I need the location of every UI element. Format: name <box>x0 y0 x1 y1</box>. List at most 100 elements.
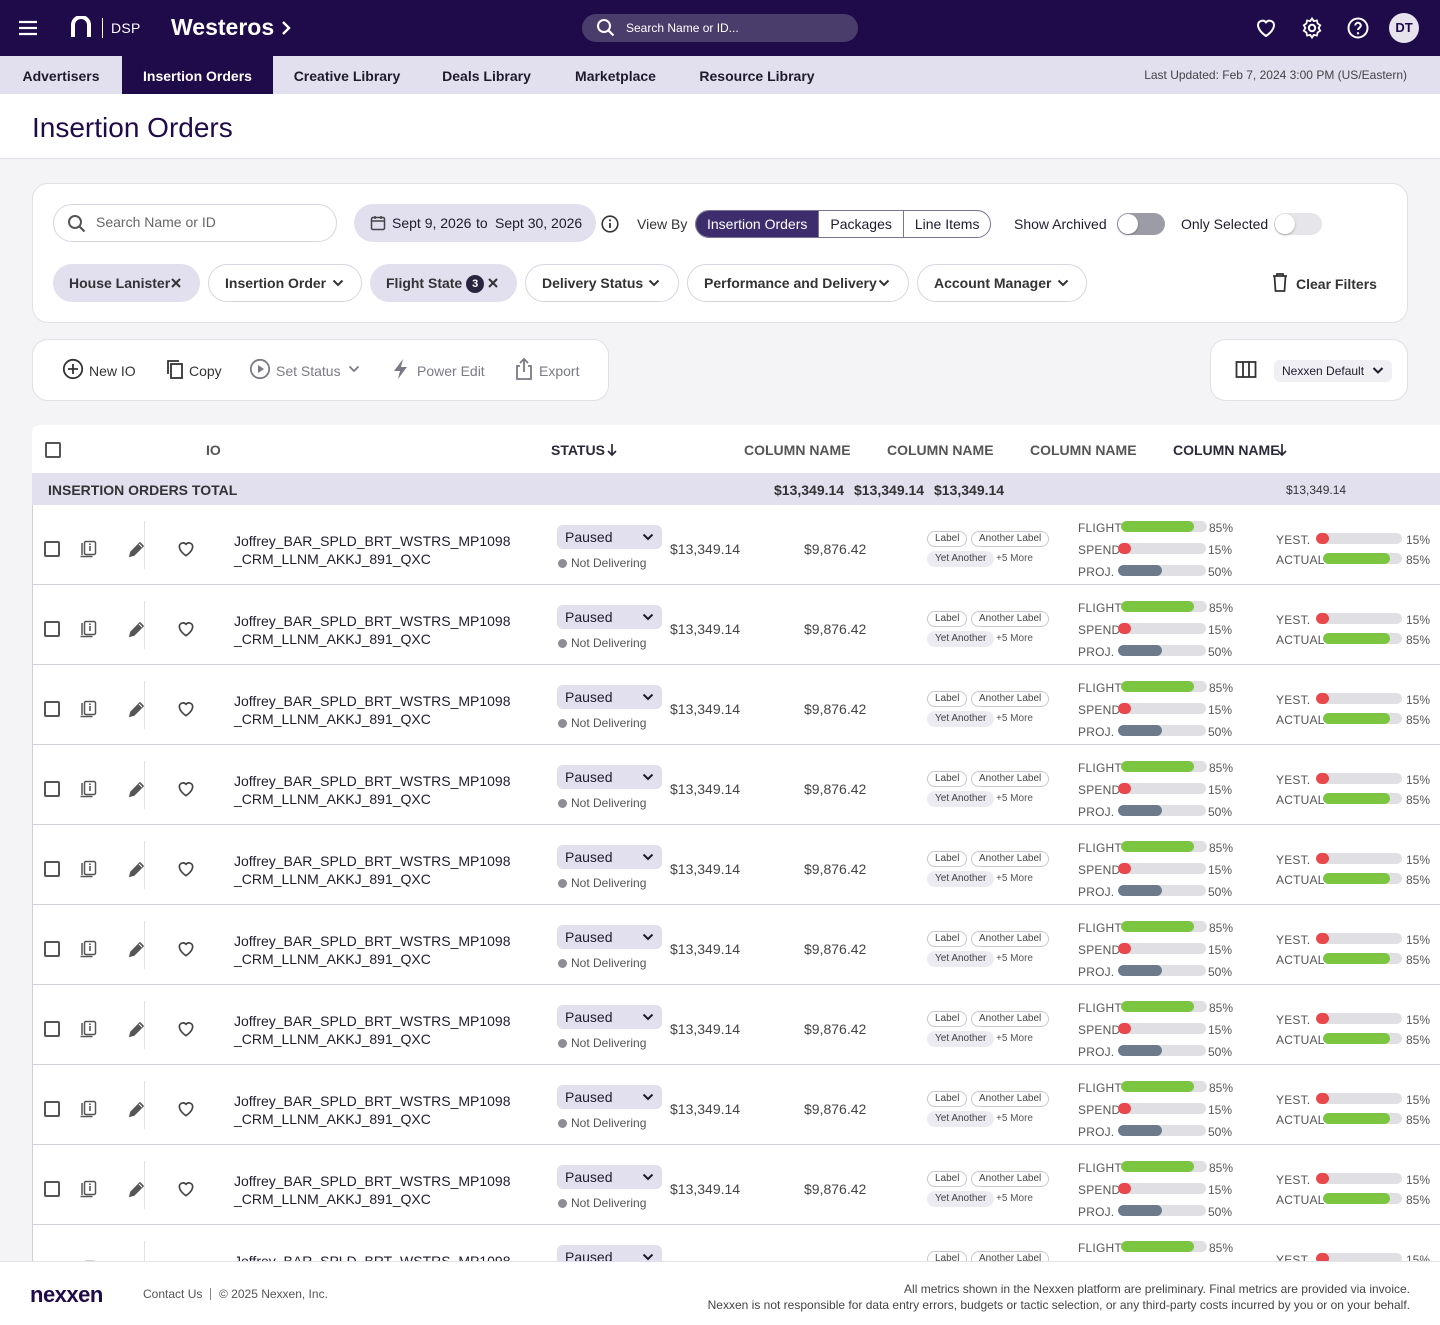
favorite-heart-icon[interactable] <box>176 1179 196 1199</box>
label-tag[interactable]: Label <box>927 771 968 787</box>
edit-pencil-icon[interactable] <box>127 539 147 559</box>
status-dropdown[interactable]: Paused <box>557 1165 662 1189</box>
label-tag[interactable]: Yet Another <box>927 871 995 887</box>
label-tag[interactable]: Label <box>927 1171 968 1187</box>
details-icon[interactable] <box>79 860 97 878</box>
more-labels-link[interactable]: +5 More <box>996 553 1033 564</box>
settings-gear-icon[interactable] <box>1300 16 1324 40</box>
edit-pencil-icon[interactable] <box>127 859 147 879</box>
table-row[interactable]: Joffrey_BAR_SPLD_BRT_WSTRS_MP1098 _CRM_LL… <box>32 905 1440 985</box>
columns-icon[interactable] <box>1235 360 1257 380</box>
status-dropdown[interactable]: Paused <box>557 605 662 629</box>
status-dropdown[interactable]: Paused <box>557 685 662 709</box>
details-icon[interactable] <box>79 1020 97 1038</box>
filter-chip-insertion-order[interactable]: Insertion Order <box>208 264 362 302</box>
favorite-heart-icon[interactable] <box>176 699 196 719</box>
table-row[interactable]: Joffrey_BAR_SPLD_BRT_WSTRS_MP1098 _CRM_LL… <box>32 585 1440 665</box>
edit-pencil-icon[interactable] <box>127 1099 147 1119</box>
filter-chip-flight-state[interactable]: Flight State 3 <box>370 264 517 302</box>
label-tag[interactable]: Yet Another <box>927 791 995 807</box>
favorite-heart-icon[interactable] <box>176 939 196 959</box>
col-header-1[interactable]: COLUMN NAME <box>744 442 851 458</box>
details-icon[interactable] <box>79 1100 97 1118</box>
close-icon[interactable] <box>487 277 499 289</box>
more-labels-link[interactable]: +5 More <box>996 1033 1033 1044</box>
label-tag[interactable]: Yet Another <box>927 1191 995 1207</box>
table-row[interactable]: Joffrey_BAR_SPLD_BRT_WSTRS_MP1098 _CRM_LL… <box>32 825 1440 905</box>
global-search-input[interactable]: Search Name or ID... <box>582 14 858 42</box>
close-icon[interactable] <box>170 277 182 289</box>
row-checkbox[interactable] <box>44 1021 60 1037</box>
table-row[interactable]: Joffrey_BAR_SPLD_BRT_WSTRS_MP1098 _CRM_LL… <box>32 1145 1440 1225</box>
label-tag[interactable]: Label <box>927 851 968 867</box>
nexxen-logo-icon[interactable] <box>70 16 92 38</box>
label-tag[interactable]: Another Label <box>971 851 1050 867</box>
io-name-link[interactable]: Joffrey_BAR_SPLD_BRT_WSTRS_MP1098_CRM_LL… <box>234 1092 511 1128</box>
view-by-packages[interactable]: Packages <box>818 211 902 237</box>
more-labels-link[interactable]: +5 More <box>996 1193 1033 1204</box>
info-icon[interactable] <box>601 215 619 233</box>
row-checkbox[interactable] <box>44 941 60 957</box>
table-row[interactable]: Joffrey_BAR_SPLD_BRT_WSTRS_MP1098 _CRM_LL… <box>32 985 1440 1065</box>
details-icon[interactable] <box>79 780 97 798</box>
io-name-link[interactable]: Joffrey_BAR_SPLD_BRT_WSTRS_MP1098_CRM_LL… <box>234 1012 511 1048</box>
arrow-down-icon[interactable] <box>606 443 618 457</box>
filter-search-field[interactable] <box>53 204 337 242</box>
table-row[interactable]: Joffrey_BAR_SPLD_BRT_WSTRS_MP1098 _CRM_LL… <box>32 665 1440 745</box>
edit-pencil-icon[interactable] <box>127 619 147 639</box>
table-row[interactable]: Joffrey_BAR_SPLD_BRT_WSTRS_MP1098 _CRM_LL… <box>32 505 1440 585</box>
label-tag[interactable]: Another Label <box>971 771 1050 787</box>
view-by-insertion-orders[interactable]: Insertion Orders <box>696 211 819 237</box>
only-selected-toggle[interactable] <box>1274 213 1322 235</box>
view-by-line-items[interactable]: Line Items <box>902 211 991 237</box>
status-dropdown[interactable]: Paused <box>557 525 662 549</box>
filter-search-input[interactable] <box>96 214 326 230</box>
more-labels-link[interactable]: +5 More <box>996 1113 1033 1124</box>
label-tag[interactable]: Another Label <box>971 531 1050 547</box>
col-header-io[interactable]: IO <box>206 442 221 458</box>
row-checkbox[interactable] <box>44 621 60 637</box>
filter-chip-house[interactable]: House Lanister <box>53 264 200 302</box>
label-tag[interactable]: Another Label <box>971 931 1050 947</box>
status-dropdown[interactable]: Paused <box>557 925 662 949</box>
label-tag[interactable]: Label <box>927 931 968 947</box>
io-name-link[interactable]: Joffrey_BAR_SPLD_BRT_WSTRS_MP1098_CRM_LL… <box>234 1252 511 1261</box>
arrow-down-icon[interactable] <box>1276 443 1288 457</box>
row-checkbox[interactable] <box>44 781 60 797</box>
edit-pencil-icon[interactable] <box>127 1179 147 1199</box>
io-name-link[interactable]: Joffrey_BAR_SPLD_BRT_WSTRS_MP1098_CRM_LL… <box>234 772 511 808</box>
account-title[interactable]: Westeros <box>171 14 275 40</box>
favorite-heart-icon[interactable] <box>176 619 196 639</box>
contact-us-link[interactable]: Contact Us <box>143 1287 203 1301</box>
favorites-heart-icon[interactable] <box>1254 16 1278 40</box>
col-header-3[interactable]: COLUMN NAME <box>1030 442 1137 458</box>
label-tag[interactable]: Label <box>927 1091 968 1107</box>
io-name-link[interactable]: Joffrey_BAR_SPLD_BRT_WSTRS_MP1098_CRM_LL… <box>234 612 511 648</box>
user-avatar[interactable]: DT <box>1389 13 1419 43</box>
more-labels-link[interactable]: +5 More <box>996 633 1033 644</box>
io-name-link[interactable]: Joffrey_BAR_SPLD_BRT_WSTRS_MP1098_CRM_LL… <box>234 932 511 968</box>
filter-chip-delivery-status[interactable]: Delivery Status <box>525 264 679 302</box>
tab-resource-library[interactable]: Resource Library <box>699 68 815 84</box>
tab-creative-library[interactable]: Creative Library <box>293 68 401 84</box>
more-labels-link[interactable]: +5 More <box>996 953 1033 964</box>
show-archived-toggle[interactable] <box>1117 213 1165 235</box>
edit-pencil-icon[interactable] <box>127 779 147 799</box>
label-tag[interactable]: Another Label <box>971 1171 1050 1187</box>
details-icon[interactable] <box>79 940 97 958</box>
row-checkbox[interactable] <box>44 1101 60 1117</box>
filter-chip-account-manager[interactable]: Account Manager <box>917 264 1087 302</box>
io-name-link[interactable]: Joffrey_BAR_SPLD_BRT_WSTRS_MP1098_CRM_LL… <box>234 532 511 568</box>
hamburger-menu-icon[interactable] <box>16 16 40 40</box>
col-header-2[interactable]: COLUMN NAME <box>887 442 994 458</box>
row-checkbox[interactable] <box>44 701 60 717</box>
tab-advertisers[interactable]: Advertisers <box>22 68 100 84</box>
label-tag[interactable]: Another Label <box>971 1011 1050 1027</box>
row-checkbox[interactable] <box>44 541 60 557</box>
col-header-4[interactable]: COLUMN NAME <box>1173 442 1280 458</box>
view-preset-select[interactable]: Nexxen Default <box>1274 360 1392 382</box>
io-name-link[interactable]: Joffrey_BAR_SPLD_BRT_WSTRS_MP1098_CRM_LL… <box>234 1172 511 1208</box>
status-dropdown[interactable]: Paused <box>557 845 662 869</box>
favorite-heart-icon[interactable] <box>176 859 196 879</box>
details-icon[interactable] <box>79 540 97 558</box>
